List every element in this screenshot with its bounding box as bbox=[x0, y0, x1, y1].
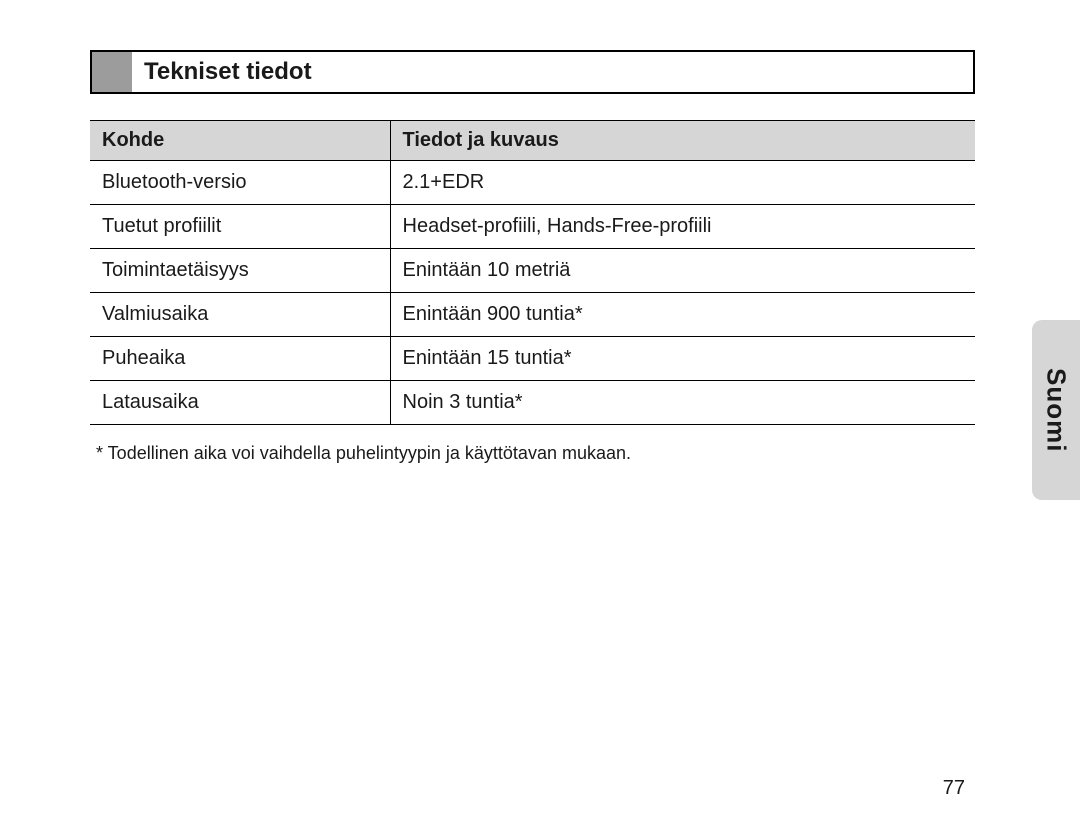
page-number: 77 bbox=[943, 777, 965, 800]
table-row: Latausaika Noin 3 tuntia* bbox=[90, 381, 975, 425]
table-cell: 2.1+EDR bbox=[390, 161, 975, 205]
table-header-col1: Tiedot ja kuvaus bbox=[390, 121, 975, 161]
table-cell: Valmiusaika bbox=[90, 293, 390, 337]
table-row: Bluetooth-versio 2.1+EDR bbox=[90, 161, 975, 205]
table-cell: Latausaika bbox=[90, 381, 390, 425]
language-side-tab-label: Suomi bbox=[1041, 368, 1072, 452]
table-cell: Bluetooth-versio bbox=[90, 161, 390, 205]
table-cell: Enintään 10 metriä bbox=[390, 249, 975, 293]
page-content: Tekniset tiedot Kohde Tiedot ja kuvaus B… bbox=[90, 50, 975, 464]
footnote-text: * Todellinen aika voi vaihdella puhelint… bbox=[90, 443, 975, 464]
table-cell: Puheaika bbox=[90, 337, 390, 381]
table-cell: Toimintaetäisyys bbox=[90, 249, 390, 293]
language-side-tab: Suomi bbox=[1032, 320, 1080, 500]
table-row: Puheaika Enintään 15 tuntia* bbox=[90, 337, 975, 381]
table-cell: Tuetut profiilit bbox=[90, 205, 390, 249]
table-row: Valmiusaika Enintään 900 tuntia* bbox=[90, 293, 975, 337]
specs-table: Kohde Tiedot ja kuvaus Bluetooth-versio … bbox=[90, 120, 975, 425]
table-cell: Enintään 900 tuntia* bbox=[390, 293, 975, 337]
table-header-col0: Kohde bbox=[90, 121, 390, 161]
section-title-bar: Tekniset tiedot bbox=[90, 50, 975, 94]
section-title: Tekniset tiedot bbox=[132, 52, 973, 92]
title-accent-block bbox=[92, 52, 132, 92]
table-header-row: Kohde Tiedot ja kuvaus bbox=[90, 121, 975, 161]
table-row: Toimintaetäisyys Enintään 10 metriä bbox=[90, 249, 975, 293]
table-cell: Noin 3 tuntia* bbox=[390, 381, 975, 425]
table-row: Tuetut profiilit Headset-profiili, Hands… bbox=[90, 205, 975, 249]
table-cell: Headset-profiili, Hands-Free-profiili bbox=[390, 205, 975, 249]
table-cell: Enintään 15 tuntia* bbox=[390, 337, 975, 381]
